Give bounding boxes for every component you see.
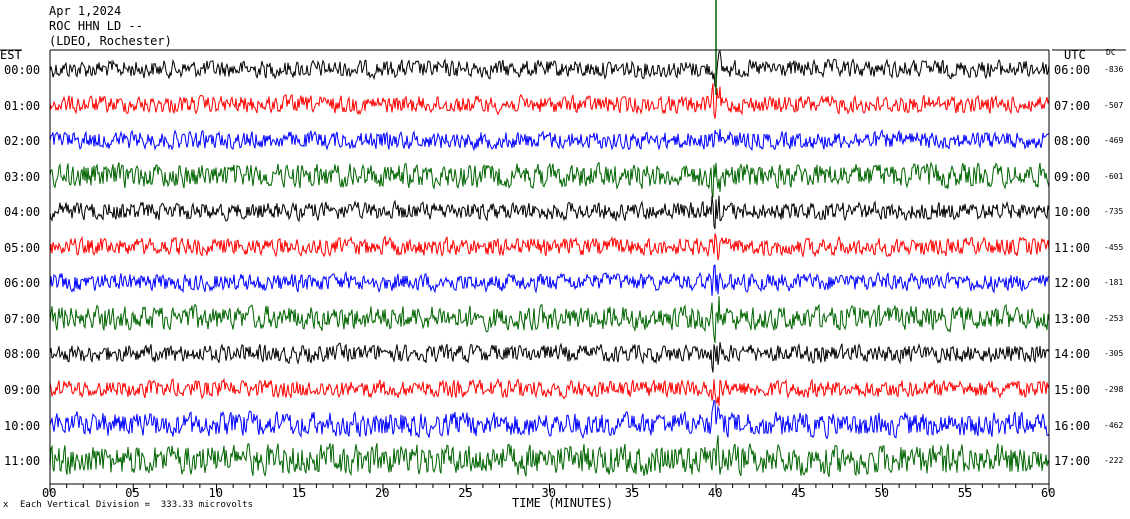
est-hour-label: 06:00 — [4, 276, 41, 291]
utc-hour-label: 11:00 — [1054, 240, 1091, 255]
x-tick-label: 05 — [125, 486, 140, 500]
header-date: Apr 1,2024 — [49, 4, 122, 18]
utc-hour-label: 15:00 — [1054, 382, 1091, 397]
dc-offset-value: -305 — [1104, 349, 1124, 359]
seismic-trace — [49, 399, 1050, 440]
utc-hour-label: 07:00 — [1054, 98, 1091, 113]
est-hour-label: 11:00 — [4, 454, 41, 469]
dc-offset-value: -455 — [1104, 242, 1124, 252]
est-axis-label: EST — [0, 48, 22, 62]
x-tick-label: 15 — [291, 486, 307, 500]
seismic-trace — [49, 435, 1050, 478]
dc-offset-value: -253 — [1104, 313, 1124, 323]
dc-offset-value: -469 — [1104, 136, 1124, 146]
utc-hour-label: 12:00 — [1054, 276, 1091, 291]
est-hour-label: 10:00 — [4, 418, 41, 433]
x-tick-label: 55 — [957, 486, 973, 500]
utc-hour-label: 13:00 — [1054, 311, 1091, 326]
est-hour-label: 07:00 — [4, 311, 41, 326]
seismic-trace — [49, 233, 1050, 261]
x-tick-label: 40 — [708, 486, 723, 500]
utc-hour-label: 14:00 — [1054, 347, 1091, 362]
seismic-trace — [49, 264, 1050, 296]
utc-hour-label: 09:00 — [1054, 169, 1091, 184]
x-tick-label: 10 — [208, 486, 223, 500]
dc-offset-value: -507 — [1104, 100, 1124, 110]
x-tick-label: 60 — [1041, 486, 1056, 500]
seismic-trace — [49, 49, 1050, 88]
seismic-trace — [49, 342, 1050, 373]
seismic-trace — [49, 296, 1050, 344]
utc-hour-label: 08:00 — [1054, 134, 1091, 149]
utc-hour-label: 17:00 — [1054, 454, 1091, 469]
x-axis-title: TIME (MINUTES) — [512, 496, 614, 510]
seismic-trace — [49, 161, 1050, 198]
x-tick-label: 35 — [624, 486, 640, 500]
utc-axis-label: UTC — [1064, 48, 1086, 62]
dc-offset-value: -462 — [1104, 420, 1124, 430]
x-tick-label: 25 — [458, 486, 473, 500]
est-hour-label: 00:00 — [4, 63, 41, 77]
dc-offset-value: -836 — [1104, 65, 1124, 74]
header-network: (LDEO, Rochester) — [49, 34, 172, 48]
est-hour-label: 01:00 — [4, 98, 41, 113]
header-station: ROC HHN LD -- — [49, 19, 143, 33]
est-hour-label: 05:00 — [4, 240, 41, 255]
seismic-traces — [49, 0, 1050, 478]
vertical-division-note: Each Vertical Division = 333.33 microvol… — [20, 500, 253, 510]
plot-frame — [0, 49, 1126, 492]
x-tick-label: 20 — [375, 486, 390, 500]
utc-hour-label: 16:00 — [1054, 418, 1091, 433]
utc-hour-label: 06:00 — [1054, 63, 1091, 77]
est-hour-label: 09:00 — [4, 382, 41, 397]
dc-offset-value: -601 — [1104, 171, 1124, 181]
footnote-mark: x — [3, 500, 9, 510]
seismic-trace — [49, 377, 1050, 407]
est-hour-label: 08:00 — [4, 347, 41, 362]
est-hour-label: 03:00 — [4, 169, 41, 184]
seismic-trace — [49, 195, 1050, 230]
dc-offset-label: DC — [1106, 48, 1116, 57]
seismic-trace — [49, 128, 1050, 152]
x-tick-label: 00 — [42, 486, 57, 500]
dc-offset-value: -298 — [1104, 384, 1124, 394]
x-tick-label: 50 — [874, 486, 889, 500]
dc-offset-value: -735 — [1104, 207, 1124, 217]
utc-hour-label: 10:00 — [1054, 205, 1091, 220]
x-tick-label: 30 — [541, 486, 556, 500]
dc-offset-value: -222 — [1104, 456, 1124, 466]
est-hour-label: 04:00 — [4, 205, 41, 220]
est-hour-label: 02:00 — [4, 134, 41, 149]
x-tick-label: 45 — [791, 486, 806, 500]
dc-offset-value: -181 — [1104, 278, 1124, 288]
seismic-trace — [49, 83, 1050, 119]
